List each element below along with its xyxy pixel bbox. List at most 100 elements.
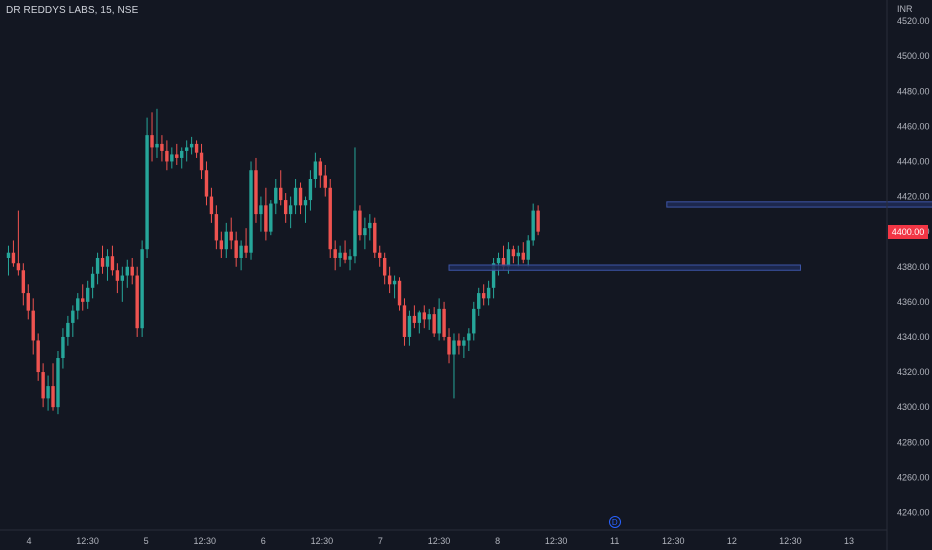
- candle-body: [486, 287, 491, 299]
- candle-body: [224, 231, 228, 250]
- time-tick-label: 13: [844, 536, 854, 546]
- candle-body: [36, 340, 40, 373]
- dividend-marker-icon[interactable]: D: [608, 516, 621, 528]
- candle: [333, 240, 337, 271]
- candle-body: [239, 245, 243, 258]
- price-tick-label: 4480.00: [897, 86, 930, 96]
- candle-body: [61, 336, 65, 359]
- candle: [249, 161, 253, 260]
- price-tick-label: 4240.00: [897, 507, 930, 517]
- candle-body: [274, 187, 278, 204]
- candle-body: [303, 200, 308, 206]
- candle-body: [417, 312, 422, 323]
- candle: [283, 193, 288, 223]
- price-tick-label: 4360.00: [897, 297, 930, 307]
- price-axis[interactable]: 4240.00 4260.00 4280.00 4300.00 4320.00 4340.…: [897, 16, 930, 517]
- candle: [71, 305, 75, 337]
- candle: [343, 240, 347, 264]
- candle: [477, 287, 481, 316]
- candle: [90, 266, 95, 299]
- candle: [486, 280, 491, 306]
- support-resistance-zone[interactable]: [448, 264, 801, 271]
- symbol-title[interactable]: DR REDDYS LABS, 15, NSE: [6, 5, 139, 16]
- candle-body: [501, 257, 506, 267]
- candle-body: [264, 205, 268, 232]
- candle: [382, 252, 387, 285]
- candle: [234, 231, 238, 267]
- candle-body: [90, 273, 95, 288]
- candle: [219, 231, 224, 258]
- candle-body: [407, 315, 412, 337]
- candle-body: [105, 256, 110, 267]
- price-tick-label: 4420.00: [897, 192, 930, 202]
- time-tick-label: 6: [261, 536, 266, 546]
- candle: [526, 235, 530, 267]
- candle-body: [51, 386, 55, 408]
- time-tick-label: 12:30: [545, 536, 568, 546]
- candle-body: [81, 298, 85, 302]
- candle: [120, 266, 125, 302]
- candle-body: [283, 200, 288, 215]
- candle: [264, 187, 268, 241]
- candle: [531, 203, 535, 246]
- candle-body: [462, 340, 466, 346]
- candle: [457, 333, 461, 355]
- time-tick-label: 12:30: [193, 536, 216, 546]
- candle-body: [536, 210, 540, 232]
- candle-body: [323, 175, 327, 188]
- time-tick-label: 11: [610, 536, 619, 546]
- price-tick-label: 4460.00: [897, 121, 930, 131]
- candle: [214, 205, 219, 250]
- candle-body: [41, 372, 45, 399]
- candle: [318, 157, 323, 188]
- candle: [373, 217, 377, 258]
- candle-body: [358, 210, 362, 236]
- time-tick-label: 5: [144, 536, 149, 546]
- candle-body: [249, 170, 253, 253]
- candle-body: [348, 256, 352, 260]
- time-tick-label: 12:30: [779, 536, 802, 546]
- candle-body: [457, 340, 461, 346]
- candle-body: [189, 143, 194, 148]
- candle-body: [363, 228, 367, 236]
- candle: [521, 242, 525, 264]
- price-tick-label: 4520.00: [897, 16, 930, 26]
- candle-body: [368, 222, 372, 229]
- candle-body: [496, 257, 501, 264]
- candle-body: [31, 310, 35, 341]
- price-tick-label: 4500.00: [897, 51, 930, 61]
- candle: [338, 245, 342, 267]
- time-axis[interactable]: 4 12:30 5 12:30 6 12:30 7 12:30 8 12:30 11 12:30 12 1…: [26, 536, 854, 546]
- candle: [303, 196, 308, 223]
- time-tick-label: 12: [727, 536, 737, 546]
- candle: [254, 157, 258, 223]
- candle-body: [397, 280, 402, 306]
- support-resistance-zone[interactable]: [666, 201, 932, 208]
- candle: [298, 182, 303, 215]
- candle-body: [387, 275, 392, 285]
- candle: [36, 333, 40, 381]
- candle: [150, 112, 154, 162]
- candle-body: [76, 298, 80, 311]
- annotation-layer[interactable]: [448, 144, 932, 271]
- candle-body: [214, 214, 219, 241]
- candle: [16, 210, 21, 276]
- candle: [442, 301, 446, 341]
- candle-body: [259, 205, 263, 215]
- currency-unit: INR: [897, 4, 913, 14]
- candle-body: [95, 257, 100, 274]
- candle-body: [16, 263, 21, 271]
- candle: [358, 205, 362, 241]
- candle: [189, 136, 194, 155]
- candle: [244, 228, 248, 258]
- candle-body: [293, 187, 298, 206]
- candle: [105, 249, 110, 281]
- candle-body: [56, 358, 60, 408]
- candle: [194, 140, 199, 158]
- candle: [140, 240, 144, 337]
- candle-body: [313, 161, 318, 180]
- candle: [427, 308, 431, 330]
- candle: [288, 196, 293, 229]
